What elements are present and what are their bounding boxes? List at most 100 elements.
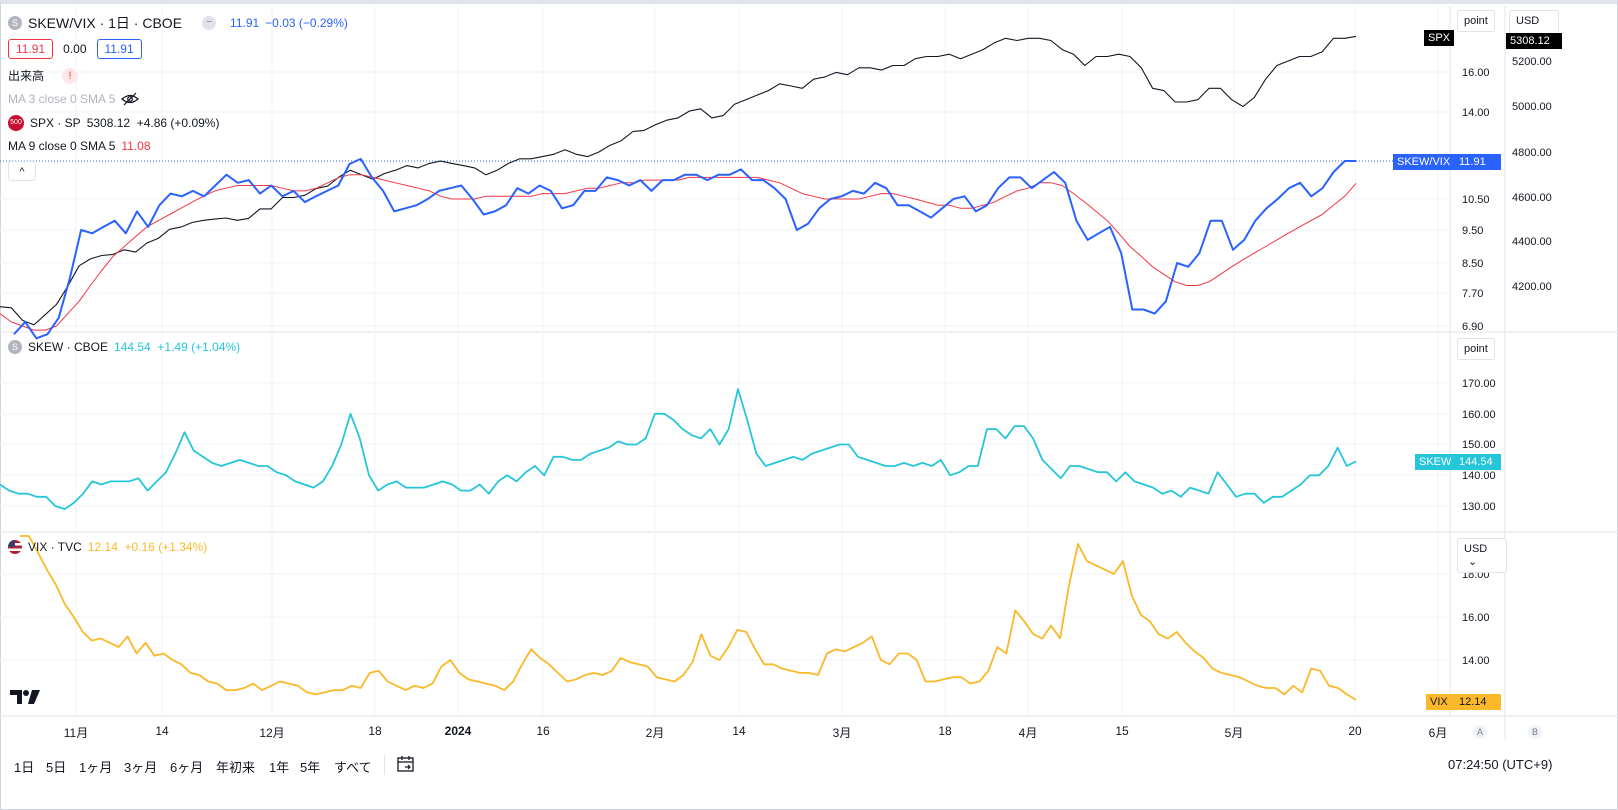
range-button-6m[interactable]: 6ヶ月 <box>170 760 204 775</box>
symbol-title: SKEW/VIX · 1日 · CBOE <box>28 15 183 31</box>
ma9-line <box>0 174 1357 331</box>
time-axis-label: 14 <box>155 724 169 738</box>
time-axis-label: 2024 <box>444 724 472 738</box>
left-axis-tick: 6.90 <box>1462 321 1483 333</box>
bid-price-box[interactable]: 11.91 <box>8 39 54 59</box>
skew-line <box>0 388 1357 511</box>
range-button-3m[interactable]: 3ヶ月 <box>124 760 158 775</box>
range-button-5y[interactable]: 5年 <box>300 760 321 775</box>
left-axis-tick: 9.50 <box>1462 225 1483 237</box>
symbol-last-price: 11.91 <box>230 16 260 30</box>
right-axis-tick: 4800.00 <box>1512 147 1552 159</box>
bid-ask-row: 11.91 0.00 11.91 <box>8 39 142 59</box>
left-axis-tick: 8.50 <box>1462 258 1483 270</box>
left-axis-tick: 10.50 <box>1462 194 1490 206</box>
main-symbol-legend[interactable]: S SKEW/VIX · 1日 · CBOE − 11.91 −0.03 (−0… <box>8 13 348 33</box>
spx-axis-tag-value: 5308.12 <box>1506 33 1562 49</box>
time-axis-label: 18 <box>368 724 382 738</box>
skew-axis-tick: 170.00 <box>1462 378 1496 390</box>
collapse-legend-button[interactable]: ^ <box>8 161 36 181</box>
vix-legend-name: VIX · TVC <box>28 540 82 554</box>
right-axis-tick: 4600.00 <box>1512 192 1552 204</box>
skew-vix-line <box>13 157 1356 340</box>
time-axis-label: 20 <box>1348 724 1362 738</box>
volume-label: 出来高 <box>8 69 45 83</box>
tradingview-logo-icon <box>10 690 40 704</box>
range-button-all[interactable]: すべて <box>334 760 372 775</box>
time-axis-label: 11月 <box>63 726 89 740</box>
time-axis-label: 2月 <box>645 726 665 740</box>
pane3-currency-label: USD <box>1464 543 1488 555</box>
axis-button-a-label: A <box>1476 727 1483 737</box>
skew-axis-tag-value: 144.54 <box>1455 454 1501 470</box>
vix-line <box>20 535 1357 701</box>
left-axis-tick: 14.00 <box>1462 107 1490 119</box>
left-axis-tick: 16.00 <box>1462 67 1490 79</box>
range-button-1y[interactable]: 1年 <box>269 760 290 775</box>
warning-icon[interactable]: ! <box>62 67 79 84</box>
tradingview-logo[interactable]: TV <box>10 688 42 711</box>
skew-axis-tick: 130.00 <box>1462 501 1496 513</box>
right-axis-tick: 5200.00 <box>1512 56 1552 68</box>
skew-axis-tick: 160.00 <box>1462 409 1496 421</box>
pane1-unit-button[interactable]: point <box>1457 10 1495 32</box>
pane3-currency-button[interactable]: USD ⌄ <box>1457 538 1507 573</box>
bottom-toolbar: 1日 5日 1ヶ月 3ヶ月 6ヶ月 年初来 1年 5年 すべて 07:24:50… <box>0 745 1618 785</box>
vix-legend-values: 12.14 +0.16 (+1.34%) <box>87 540 208 554</box>
us-flag-icon <box>8 540 22 554</box>
volume-legend[interactable]: 出来高 ! <box>8 67 79 84</box>
right-axis-tick: 5000.00 <box>1512 101 1552 113</box>
chevron-up-icon: ^ <box>19 166 25 178</box>
ratio-axis-tag-value: 11.91 <box>1455 154 1501 170</box>
spx-legend-values: 5308.12 +4.86 (+0.09%) <box>86 116 220 130</box>
vix-axis-tag: VIX <box>1426 694 1456 710</box>
axis-button-a[interactable]: A <box>1473 725 1487 739</box>
ma9-value: 11.08 <box>121 139 151 153</box>
ask-price-box[interactable]: 11.91 <box>96 39 142 59</box>
ma3-label: MA 3 close 0 SMA 5 <box>8 92 116 106</box>
axis-button-b[interactable]: B <box>1528 725 1542 739</box>
skew-legend-name: SKEW · CBOE <box>28 340 109 354</box>
spx-legend-name: SPX · SP <box>30 116 81 130</box>
chart-canvas[interactable]: 16.00 14.00 10.50 9.50 8.50 7.70 6.90 5200.00 50… <box>0 0 1618 745</box>
time-axis-label: 12月 <box>259 726 285 740</box>
skew-axis-tick: 150.00 <box>1462 439 1496 451</box>
symbol-change: −0.03 (−0.29%) <box>265 16 348 30</box>
ma9-legend[interactable]: MA 9 close 0 SMA 5 11.08 <box>8 139 151 153</box>
time-axis-label: 14 <box>732 724 746 738</box>
axis-button-b-label: B <box>1531 727 1538 737</box>
time-axis-label: 4月 <box>1018 726 1038 740</box>
range-button-1d[interactable]: 1日 <box>14 760 35 775</box>
settings-toggle-icon[interactable]: − <box>202 16 217 30</box>
clock-timezone[interactable]: 07:24:50 (UTC+9) <box>1448 757 1553 772</box>
chevron-down-icon: ⌄ <box>1468 556 1478 568</box>
skew-axis-tick: 140.00 <box>1462 470 1496 482</box>
ratio-axis-tag: SKEW/VIX <box>1393 154 1459 170</box>
time-axis-label: 6月 <box>1428 726 1448 740</box>
skew-logo-icon: S <box>8 340 22 354</box>
spx-line <box>0 35 1357 326</box>
hidden-eye-icon[interactable] <box>121 92 140 106</box>
left-axis-tick: 7.70 <box>1462 288 1483 300</box>
skew-axis-tag: SKEW <box>1415 454 1457 470</box>
time-axis-label: 18 <box>938 724 952 738</box>
symbol-logo-icon: S <box>8 16 22 30</box>
right-axis-tick: 4400.00 <box>1512 236 1552 248</box>
spread-value: 0.00 <box>63 42 87 56</box>
vix-axis-tick: 16.00 <box>1462 612 1490 624</box>
range-button-5d[interactable]: 5日 <box>46 760 67 775</box>
time-axis-label: 15 <box>1115 724 1129 738</box>
pane1-currency-label: USD <box>1516 15 1540 27</box>
ma9-label: MA 9 close 0 SMA 5 <box>8 139 116 153</box>
ma3-legend[interactable]: MA 3 close 0 SMA 5 <box>8 92 140 106</box>
pane2-unit-button[interactable]: point <box>1457 338 1495 360</box>
range-button-ytd[interactable]: 年初来 <box>216 760 256 775</box>
date-range-calendar-icon[interactable] <box>396 754 416 774</box>
vix-legend[interactable]: VIX · TVC 12.14 +0.16 (+1.34%) <box>8 540 207 554</box>
spx-legend[interactable]: 500 SPX · SP 5308.12 +4.86 (+0.09%) <box>8 115 219 131</box>
skew-legend[interactable]: S SKEW · CBOE 144.54 +1.49 (+1.04%) <box>8 340 240 354</box>
range-button-1m[interactable]: 1ヶ月 <box>79 760 113 775</box>
right-axis-tick: 4200.00 <box>1512 281 1552 293</box>
spx-axis-tag: SPX <box>1424 30 1455 46</box>
